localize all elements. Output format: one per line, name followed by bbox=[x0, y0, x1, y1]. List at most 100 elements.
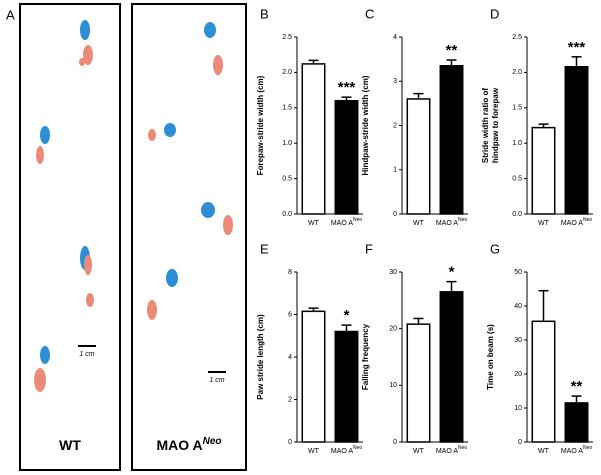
y-tick-label: 2.0 bbox=[282, 69, 292, 76]
y-tick-label: 4 bbox=[288, 354, 292, 361]
bar bbox=[531, 126, 556, 215]
x-tick-label: WT bbox=[538, 448, 550, 455]
mao-box bbox=[131, 3, 247, 471]
y-tick-label: 10 bbox=[514, 405, 522, 412]
x-tick-label: MAO ANeo bbox=[436, 445, 468, 455]
significance: * bbox=[449, 264, 455, 281]
y-tick-label: 0 bbox=[393, 439, 397, 446]
y-tick-label: 2.0 bbox=[512, 69, 522, 76]
scale-label: 1 cm bbox=[209, 377, 224, 384]
y-tick-label: 0 bbox=[518, 439, 522, 446]
y-tick-label: 1.5 bbox=[282, 105, 292, 112]
x-tick-label: WT bbox=[413, 448, 425, 455]
y-tick-label: 0 bbox=[393, 211, 397, 218]
y-tick-label: 2.5 bbox=[282, 34, 292, 41]
panel-label: F bbox=[365, 241, 373, 256]
y-tick-label: 2 bbox=[393, 122, 397, 129]
category: WT bbox=[413, 220, 425, 227]
panel-label: E bbox=[260, 241, 269, 256]
y-tick-label: 0.0 bbox=[282, 211, 292, 218]
y-tick-label: 30 bbox=[389, 269, 397, 276]
y-tick-label: 20 bbox=[514, 371, 522, 378]
bar bbox=[334, 99, 359, 215]
category: MAO A bbox=[561, 220, 584, 227]
y-axis-label: Forepaw-stride width (cm) bbox=[256, 75, 265, 175]
y-axis-label: Falling frequency bbox=[361, 323, 370, 390]
y-tick-label: 1.0 bbox=[512, 140, 522, 147]
x-tick-label: WT bbox=[308, 220, 320, 227]
x-tick-label: MAO ANeo bbox=[331, 217, 363, 227]
scale-label: 1 cm bbox=[79, 351, 94, 358]
bar bbox=[334, 330, 359, 443]
category-superscript: Neo bbox=[583, 217, 592, 223]
panel-label: B bbox=[260, 6, 269, 21]
y-tick-label: 0 bbox=[288, 439, 292, 446]
category-superscript: Neo bbox=[583, 445, 592, 451]
bar bbox=[531, 320, 556, 443]
category: WT bbox=[538, 220, 550, 227]
x-tick-label: MAO ANeo bbox=[436, 217, 468, 227]
y-axis-label: hindpaw to forepaw bbox=[491, 87, 500, 163]
category: MAO A bbox=[561, 448, 584, 455]
y-tick-label: 2 bbox=[288, 396, 292, 403]
group-label: WT bbox=[59, 437, 81, 453]
wt-box bbox=[19, 3, 121, 471]
bar bbox=[301, 63, 326, 215]
bar bbox=[439, 65, 464, 215]
category: MAO A bbox=[436, 220, 459, 227]
panel-label: A bbox=[6, 7, 15, 22]
y-tick-label: 6 bbox=[288, 311, 292, 318]
x-tick-label: WT bbox=[308, 448, 320, 455]
y-tick-label: 0.5 bbox=[282, 175, 292, 182]
y-tick-label: 8 bbox=[288, 269, 292, 276]
y-tick-label: 3 bbox=[393, 78, 397, 85]
bar bbox=[301, 310, 326, 443]
y-tick-label: 30 bbox=[514, 337, 522, 344]
y-tick-label: 40 bbox=[514, 303, 522, 310]
y-tick-label: 4 bbox=[393, 34, 397, 41]
category: MAO A bbox=[436, 448, 459, 455]
y-tick-label: 0.0 bbox=[512, 211, 522, 218]
significance: ** bbox=[446, 42, 458, 59]
panel-label: D bbox=[490, 6, 499, 21]
x-tick-label: MAO ANeo bbox=[561, 445, 593, 455]
category: WT bbox=[308, 220, 320, 227]
y-axis-label: Time on beam (s) bbox=[486, 324, 495, 390]
panel-label: G bbox=[490, 241, 500, 256]
y-tick-label: 1 bbox=[393, 167, 397, 174]
y-axis-label: Stride width ratio of bbox=[481, 88, 490, 163]
category: MAO A bbox=[331, 448, 354, 455]
y-tick-label: 1.0 bbox=[282, 140, 292, 147]
x-tick-label: MAO ANeo bbox=[331, 445, 363, 455]
category: MAO A bbox=[331, 220, 354, 227]
significance: *** bbox=[338, 79, 356, 96]
x-tick-label: WT bbox=[538, 220, 550, 227]
bar bbox=[406, 98, 431, 215]
y-axis-label: Paw stride length (cm) bbox=[256, 314, 265, 400]
y-tick-label: 2.5 bbox=[512, 34, 522, 41]
category-superscript: Neo bbox=[458, 217, 467, 223]
significance: * bbox=[344, 307, 350, 324]
x-tick-label: WT bbox=[413, 220, 425, 227]
y-tick-label: 1.5 bbox=[512, 105, 522, 112]
y-tick-label: 0.5 bbox=[512, 175, 522, 182]
y-tick-label: 10 bbox=[389, 382, 397, 389]
bar bbox=[564, 402, 589, 443]
x-tick-label: MAO ANeo bbox=[561, 217, 593, 227]
y-tick-label: 20 bbox=[389, 326, 397, 333]
significance: *** bbox=[568, 39, 586, 56]
group-label: MAO ANeo bbox=[156, 436, 221, 453]
significance: ** bbox=[571, 378, 583, 395]
y-tick-label: 50 bbox=[514, 269, 522, 276]
category-superscript: Neo bbox=[353, 445, 362, 451]
bar bbox=[406, 323, 431, 443]
category: WT bbox=[308, 448, 320, 455]
y-axis-label: Hindpaw-stride width (cm) bbox=[361, 75, 370, 175]
category: WT bbox=[413, 448, 425, 455]
category-superscript: Neo bbox=[353, 217, 362, 223]
bar bbox=[564, 65, 589, 215]
footprints bbox=[34, 20, 233, 392]
category: WT bbox=[538, 448, 550, 455]
